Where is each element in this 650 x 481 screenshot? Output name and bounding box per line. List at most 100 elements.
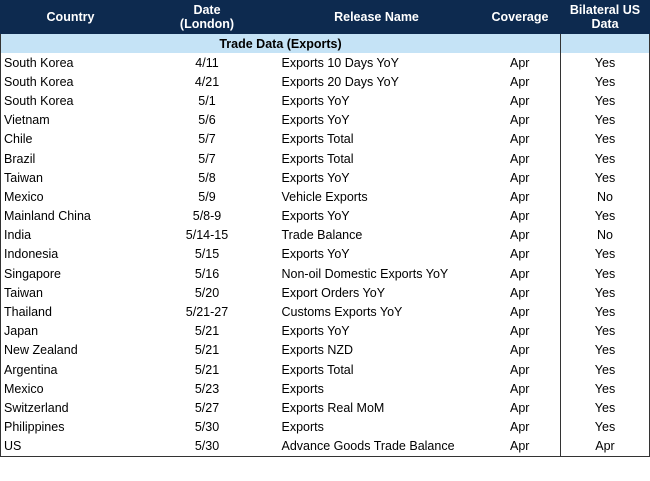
cell-country: Philippines [0,417,141,437]
cell-date: 5/8 [198,170,216,185]
cell-release-name: Exports YoY [281,209,350,224]
cell-bilateral: Apr [560,436,650,457]
header-date-line1: Date [193,3,221,17]
table-row: Singapore 5/16 Non-oil Domestic Exports Yo… [0,264,650,284]
cell-bilateral: Yes [560,283,650,303]
cell-country: South Korea [0,91,141,111]
cell-release-name: Exports YoY [281,93,350,108]
table-row: South Korea 4/11 Exports 10 Days YoY Apr Yes [0,53,650,73]
cell-coverage: Apr [510,228,530,243]
cell-date: 5/8-9 [192,209,222,224]
cell-release-name: Exports 20 Days YoY [281,74,399,89]
cell-release-name: Exports NZD [281,343,354,358]
cell-date: 5/30 [140,436,274,457]
cell-bilateral: Yes [560,91,650,111]
cell-release-name: Exports [281,420,324,435]
cell-coverage: Apr [510,170,530,185]
header-release-label: Release Name [334,10,419,24]
cell-coverage: Apr [510,151,530,166]
cell-coverage: Apr [510,189,530,204]
header-coverage-label: Coverage [491,10,549,24]
cell-country: Argentina [0,360,141,380]
cell-date: 5/21 [194,343,220,358]
cell-coverage: Apr [510,324,530,339]
cell-release-name: Exports YoY [281,170,350,185]
cell-bilateral: Yes [560,417,650,437]
header-bilateral-line1: Bilateral US [569,3,641,17]
cell-country: Mexico [0,379,141,399]
table-row: Philippines 5/30 Exports Apr Yes [0,417,650,437]
cell-country: Chile [0,129,141,149]
cell-coverage: Apr [510,362,530,377]
cell-date: 5/23 [194,381,220,396]
cell-country: US [0,436,141,457]
cell-release-name: Exports Real MoM [281,400,385,415]
cell-date: 5/15 [194,247,220,262]
header-country-label: Country [46,10,95,24]
table-row: Taiwan 5/8 Exports YoY Apr Yes [0,168,650,188]
cell-date: 4/21 [194,74,220,89]
cell-bilateral: Yes [560,379,650,399]
cell-coverage: Apr [510,285,530,300]
cell-date: 5/7 [198,151,216,166]
cell-country: New Zealand [0,340,141,360]
cell-date: 5/16 [194,266,220,281]
cell-coverage: Apr [510,343,530,358]
cell-country: Thailand [0,302,141,322]
trade-data-table: Country Date (London) Release Name Covera… [0,0,650,457]
cell-country: Switzerland [0,398,141,418]
cell-bilateral: Yes [560,302,650,322]
cell-country: Taiwan [0,283,141,303]
cell-date: 5/9 [198,189,216,204]
cell-date: 4/11 [195,55,219,70]
cell-bilateral: Yes [560,148,650,169]
table-row: Thailand 5/21-27 Customs Exports YoY Apr Yes [0,302,650,322]
header-bilateral-line2: Data [591,17,619,31]
cell-release-name: Exports 10 Days YoY [281,55,399,70]
cell-coverage: Apr [479,436,561,457]
cell-bilateral: Yes [560,264,650,284]
cell-release-name: Exports [281,381,324,396]
header-bilateral: Bilateral US Data [560,0,650,34]
cell-release-name: Trade Balance [281,228,363,243]
cell-date: 5/1 [198,93,216,108]
header-date-line2: (London) [179,17,235,31]
cell-country: Taiwan [0,168,141,188]
cell-release-name: Export Orders YoY [281,285,386,300]
cell-bilateral: Yes [560,168,650,188]
table-header: Country Date (London) Release Name Covera… [0,0,650,34]
table-row: South Korea 4/21 Exports 20 Days YoY Apr Yes [0,72,650,92]
cell-bilateral: Yes [560,360,650,380]
table-row: Japan 5/21 Exports YoY Apr Yes [0,321,650,341]
cell-release-name: Advance Goods Trade Balance [273,436,480,457]
cell-coverage: Apr [510,420,530,435]
table-row: Switzerland 5/27 Exports Real MoM Apr Yes [0,398,650,418]
table-row: Chile 5/7 Exports Total Apr Yes [0,129,650,149]
cell-coverage: Apr [510,209,530,224]
cell-coverage: Apr [510,305,530,320]
cell-release-name: Exports YoY [281,113,350,128]
cell-bilateral: Yes [560,72,650,92]
cell-bilateral: No [560,187,650,207]
table-row: Indonesia 5/15 Exports YoY Apr Yes [0,244,650,265]
cell-date: 5/20 [194,285,220,300]
cell-date: 5/21-27 [185,305,229,320]
table-row: Argentina 5/21 Exports Total Apr Yes [0,360,650,380]
cell-country: Singapore [0,264,141,284]
section-label: Trade Data (Exports) [0,34,561,53]
cell-country: South Korea [0,72,141,92]
cell-release-name: Non-oil Domestic Exports YoY [281,266,449,281]
cell-release-name: Exports Total [281,362,354,377]
cell-date: 5/21 [194,362,220,377]
cell-coverage: Apr [510,55,530,70]
cell-bilateral: No [560,225,650,245]
table-row: Taiwan 5/20 Export Orders YoY Apr Yes [0,283,650,303]
table-row: Mexico 5/23 Exports Apr Yes [0,379,650,399]
table-row: South Korea 5/1 Exports YoY Apr Yes [0,91,650,111]
table-row: Brazil 5/7 Exports Total Apr Yes [0,148,650,169]
cell-date: 5/30 [194,420,220,435]
cell-bilateral: Yes [560,340,650,360]
cell-release-name: Exports Total [281,151,354,166]
table-row: Vietnam 5/6 Exports YoY Apr Yes [0,110,650,130]
cell-bilateral: Yes [560,129,650,149]
